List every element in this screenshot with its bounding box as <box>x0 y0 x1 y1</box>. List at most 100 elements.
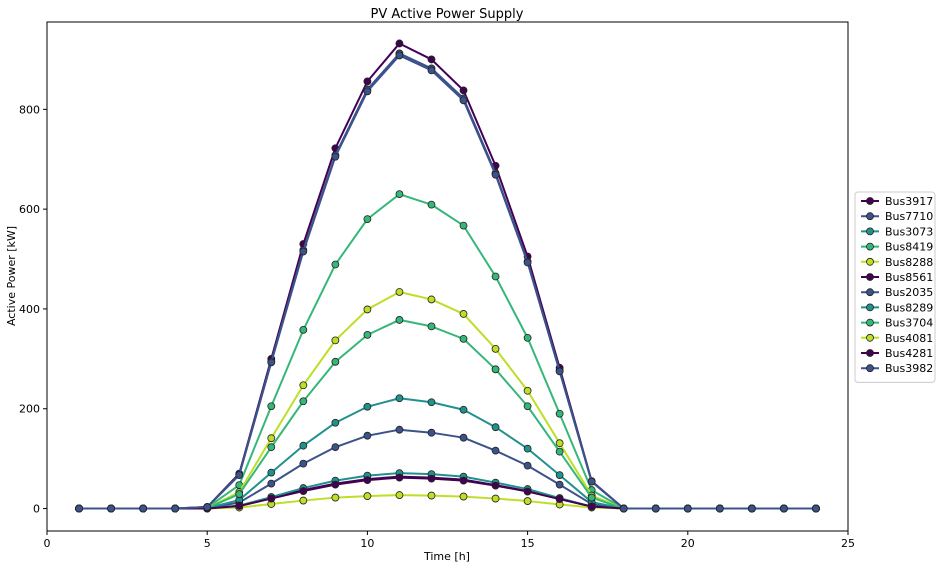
x-tick-label: 5 <box>204 537 211 550</box>
x-tick-label: 15 <box>521 537 535 550</box>
data-point <box>267 358 276 367</box>
data-point <box>395 288 404 296</box>
data-point <box>491 344 500 353</box>
data-point <box>491 170 500 179</box>
data-point <box>427 295 436 304</box>
data-point <box>299 459 308 468</box>
series-line <box>79 52 816 510</box>
data-point <box>523 258 532 267</box>
legend-marker <box>866 333 874 342</box>
data-point <box>523 386 532 395</box>
legend-label: Bus8289 <box>885 301 933 314</box>
data-point <box>459 86 468 95</box>
data-point <box>267 494 276 503</box>
legend: Bus3917 Bus7710 Bus3073 Bus8419 Bus8288 Bus85… <box>854 191 936 383</box>
data-point <box>171 504 180 513</box>
data-point <box>427 200 436 209</box>
data-point <box>619 504 628 513</box>
legend-marker <box>866 227 874 236</box>
series-line <box>79 54 816 510</box>
data-point <box>587 493 596 502</box>
data-point <box>459 492 468 501</box>
data-point <box>395 491 404 499</box>
data-point <box>395 190 404 199</box>
x-tick-label: 0 <box>44 537 51 550</box>
legend-label: Bus2035 <box>885 286 933 299</box>
data-point <box>715 504 724 513</box>
legend-marker <box>866 257 874 266</box>
y-tick-label: 400 <box>19 303 40 316</box>
data-point <box>523 497 532 505</box>
series-Bus8289 <box>75 469 820 513</box>
data-point <box>363 431 372 440</box>
data-point <box>363 215 372 224</box>
data-point <box>235 471 244 480</box>
data-point <box>363 77 372 86</box>
data-point <box>267 468 276 477</box>
legend-box <box>854 191 936 383</box>
legend-marker <box>866 273 874 281</box>
data-point <box>459 476 468 485</box>
data-point <box>363 87 372 96</box>
data-point <box>267 434 276 443</box>
data-point <box>555 480 564 489</box>
data-point <box>299 487 308 495</box>
data-point <box>812 504 820 513</box>
data-point <box>331 336 340 345</box>
data-point <box>331 357 340 366</box>
data-point <box>139 504 148 513</box>
data-point <box>395 425 404 434</box>
data-point <box>363 492 372 500</box>
y-tick-label: 200 <box>19 403 40 416</box>
data-point <box>299 441 308 450</box>
series-Bus2035 <box>75 49 820 513</box>
legend-marker <box>866 364 874 373</box>
data-point <box>363 330 372 339</box>
legend-marker <box>866 242 874 251</box>
series-line <box>79 193 816 510</box>
data-point <box>427 398 436 407</box>
data-point <box>459 221 468 230</box>
data-point <box>427 66 436 75</box>
data-point <box>780 504 788 513</box>
data-point <box>587 477 596 486</box>
data-point <box>555 495 564 503</box>
series-line <box>79 397 816 510</box>
x-tick-label: 10 <box>360 537 374 550</box>
data-point <box>427 491 436 500</box>
plot-area <box>75 39 820 513</box>
data-point <box>267 479 276 488</box>
series-Bus3704 <box>75 316 820 513</box>
axes: 0 5 10 15 20 25 0 200 400 600 800 <box>19 103 855 550</box>
series-Bus3917 <box>75 39 820 513</box>
data-point <box>395 51 404 60</box>
data-point <box>363 305 372 314</box>
legend-label: Bus4281 <box>885 347 933 360</box>
data-point <box>523 333 532 342</box>
data-point <box>523 487 532 496</box>
data-point <box>331 443 340 452</box>
legend-label: Bus3073 <box>885 225 933 238</box>
data-point <box>331 480 340 489</box>
series-line <box>79 494 816 510</box>
data-point <box>555 439 564 448</box>
legend-marker <box>866 349 874 357</box>
data-point <box>491 446 500 455</box>
data-point <box>331 493 340 502</box>
data-point <box>299 381 308 390</box>
legend-label: Bus8561 <box>885 271 933 284</box>
data-point <box>491 272 500 281</box>
data-point <box>363 402 372 411</box>
legend-label: Bus3982 <box>885 362 933 375</box>
data-point <box>267 402 276 411</box>
data-point <box>299 325 308 334</box>
data-point <box>235 502 244 510</box>
plot-frame <box>46 21 849 532</box>
data-point <box>459 405 468 414</box>
data-point <box>491 481 500 490</box>
series-Bus3982 <box>75 51 820 513</box>
y-tick-label: 600 <box>19 203 40 216</box>
series-Bus3073 <box>75 394 820 513</box>
data-point <box>523 444 532 453</box>
